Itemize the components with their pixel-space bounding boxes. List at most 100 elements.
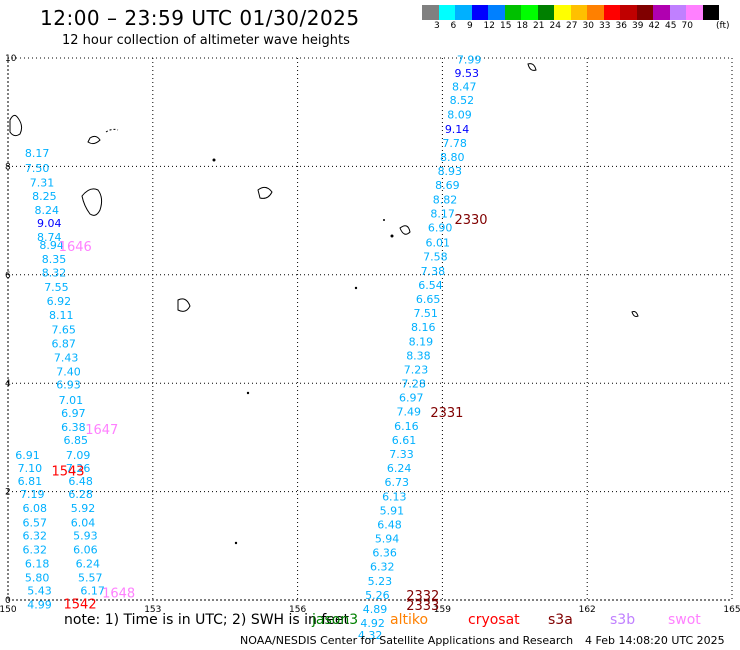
legend-swatch xyxy=(471,5,488,20)
wave-height-value: 7.58 xyxy=(423,251,448,264)
legend-label: 18 xyxy=(516,21,528,31)
legend-label: 15 xyxy=(500,21,512,31)
x-tick-label: 159 xyxy=(434,605,451,615)
legend-swatch xyxy=(554,5,571,20)
wave-height-value: 5.23 xyxy=(368,575,393,588)
y-tick-label: 8 xyxy=(5,162,11,172)
wave-height-value: 4.99 xyxy=(27,599,52,612)
x-tick-label: 165 xyxy=(723,605,740,615)
wave-height-value: 6.24 xyxy=(387,462,412,475)
legend-label: 24 xyxy=(549,21,561,31)
legend-swatch xyxy=(438,5,455,20)
island-dot xyxy=(212,158,216,162)
island-outline xyxy=(257,186,273,199)
x-tick-label: 150 xyxy=(0,605,17,615)
wave-height-value: 7.55 xyxy=(44,281,68,294)
generated-timestamp: 4 Feb 14:08:20 UTC 2025 xyxy=(585,634,725,647)
pass-time-label: 1648 xyxy=(102,586,135,601)
legend-label: 70 xyxy=(681,21,693,31)
legend-swatch xyxy=(504,5,521,20)
wave-height-value: 5.26 xyxy=(365,589,390,602)
wave-height-value: 6.32 xyxy=(370,561,395,574)
wave-height-value: 8.11 xyxy=(49,309,74,322)
legend-label: 27 xyxy=(566,21,578,31)
legend-label: 9 xyxy=(467,21,473,31)
wave-height-value: 6.32 xyxy=(22,529,47,542)
wave-height-value: 6.04 xyxy=(71,516,96,529)
pass-time-label: 2332 xyxy=(406,589,439,604)
island-outline xyxy=(87,135,101,145)
wave-height-value: 7.33 xyxy=(389,448,414,461)
y-tick-label: 6 xyxy=(5,271,11,281)
map-subtitle: 12 hour collection of altimeter wave hei… xyxy=(62,33,350,48)
legend-swatch xyxy=(669,5,686,20)
wave-height-value: 6.81 xyxy=(18,475,43,488)
island-dot xyxy=(383,219,385,221)
wave-height-value: 7.49 xyxy=(397,406,422,419)
wave-height-value: 6.54 xyxy=(418,279,443,292)
legend-label: 6 xyxy=(450,21,457,31)
wave-height-value: 8.17 xyxy=(25,147,50,160)
wave-height-value: 8.82 xyxy=(433,193,458,206)
legend-swatch xyxy=(636,5,653,20)
wave-height-value: 8.52 xyxy=(450,94,475,107)
legend-label: 39 xyxy=(632,21,644,31)
wave-height-value: 4.92 xyxy=(360,617,385,630)
legend-unit: (ft) xyxy=(716,21,730,31)
wave-height-value: 8.32 xyxy=(42,266,67,279)
wave-height-value: 5.80 xyxy=(25,572,50,585)
wave-height-value: 5.91 xyxy=(380,504,405,517)
wave-height-value: 6.28 xyxy=(68,488,93,501)
island-outline xyxy=(527,63,537,71)
legend-swatch xyxy=(603,5,620,20)
map-frame xyxy=(7,57,733,601)
wave-height-value: 8.93 xyxy=(438,165,463,178)
wave-height-value: 6.06 xyxy=(73,543,98,556)
wave-height-value: 7.40 xyxy=(56,366,80,379)
wave-height-value: 7.50 xyxy=(25,162,50,175)
island-outline xyxy=(177,298,191,312)
legend-swatch xyxy=(702,5,719,20)
wave-height-value: 8.47 xyxy=(452,81,477,94)
y-tick-label: 0 xyxy=(5,596,11,606)
legend-swatch xyxy=(488,5,505,20)
legend-label: 33 xyxy=(599,21,611,31)
wave-height-value: 7.10 xyxy=(18,462,43,475)
island-outline xyxy=(631,311,639,317)
legend-swatch xyxy=(422,5,439,20)
legend-label: 21 xyxy=(533,21,545,31)
wave-height-value: 6.92 xyxy=(47,295,72,308)
pass-time-label: 2330 xyxy=(454,213,487,228)
satellite-label-s3a: s3a xyxy=(548,612,573,628)
legend-swatch xyxy=(587,5,604,20)
wave-height-value: 6.85 xyxy=(64,434,89,447)
wave-height-value: 5.92 xyxy=(71,502,96,515)
island-dot xyxy=(246,391,250,395)
wave-height-value: 6.48 xyxy=(377,518,402,531)
wave-height-value: 8.35 xyxy=(42,253,67,266)
island-dot xyxy=(234,541,238,545)
wave-height-value: 9.53 xyxy=(454,67,479,80)
wave-height-value: 6.38 xyxy=(61,421,86,434)
wave-height-value: 6.32 xyxy=(22,543,47,556)
wave-height-value: 6.61 xyxy=(392,434,417,447)
wave-height-value: 7.99 xyxy=(457,53,482,66)
map-grid xyxy=(7,57,733,601)
wave-height-value: 6.57 xyxy=(22,516,47,529)
map-title: 12:00 – 23:59 UTC 01/30/2025 xyxy=(40,6,360,30)
island-dot xyxy=(390,234,394,238)
wave-height-value: 6.73 xyxy=(384,476,409,489)
coastlines xyxy=(9,63,639,545)
pass-time-label: 2331 xyxy=(430,406,463,421)
wave-height-value: 7.23 xyxy=(404,363,429,376)
wave-height-value: 6.97 xyxy=(399,392,424,405)
wave-height-observations: 8.17 7.507.318.258.249.048.748.948.358.32… xyxy=(15,53,481,642)
wave-height-value: 7.28 xyxy=(401,378,426,391)
satellite-label-altiko: altiko xyxy=(390,612,429,628)
wave-height-value: 7.19 xyxy=(20,488,45,501)
pass-time-label: 1542 xyxy=(64,598,97,613)
wave-height-value: 7.09 xyxy=(66,449,91,462)
wave-height-value: 7.26 xyxy=(66,462,91,475)
